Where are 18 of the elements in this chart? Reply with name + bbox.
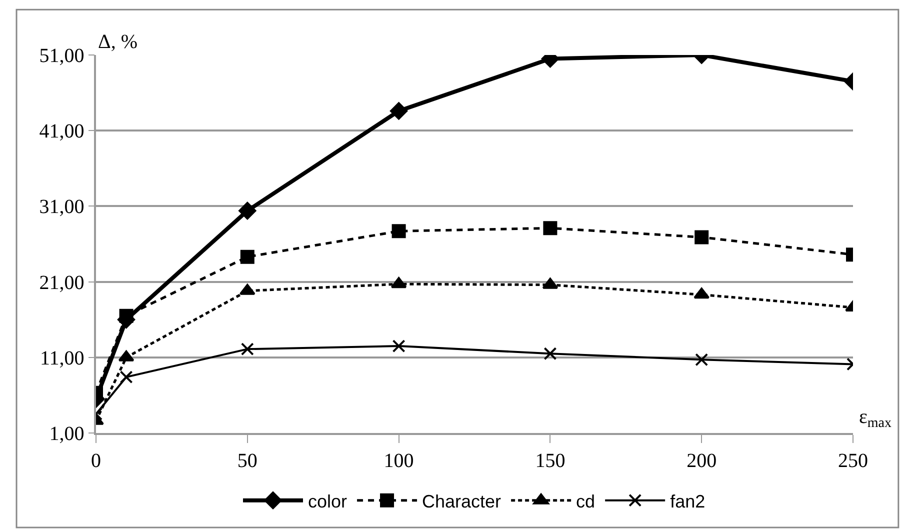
legend-label: color — [308, 491, 348, 512]
x-tick-label: 200 — [686, 450, 717, 472]
legend-label: fan2 — [670, 491, 706, 512]
y-tick-label: 31,00 — [39, 196, 84, 218]
x-tick-label: 0 — [91, 450, 101, 472]
y-tick-label: 11,00 — [40, 347, 84, 370]
y-tick-label: 41,00 — [39, 120, 84, 143]
x-tick-label: 100 — [384, 450, 414, 472]
y-tick-label: 51,00 — [39, 45, 84, 67]
legend-label: cd — [576, 491, 596, 512]
x-tick-label: 150 — [535, 450, 566, 472]
x-axis-title: ε$_{max}$ — [859, 406, 892, 432]
legend-label: Character — [422, 491, 502, 512]
y-tick-label: 21,00 — [39, 272, 84, 294]
x-tick-label: 50 — [237, 450, 258, 472]
y-axis-title: Δ, % — [98, 31, 138, 53]
x-tick-label: 250 — [838, 450, 868, 472]
y-tick-label: 1,00 — [49, 423, 84, 445]
